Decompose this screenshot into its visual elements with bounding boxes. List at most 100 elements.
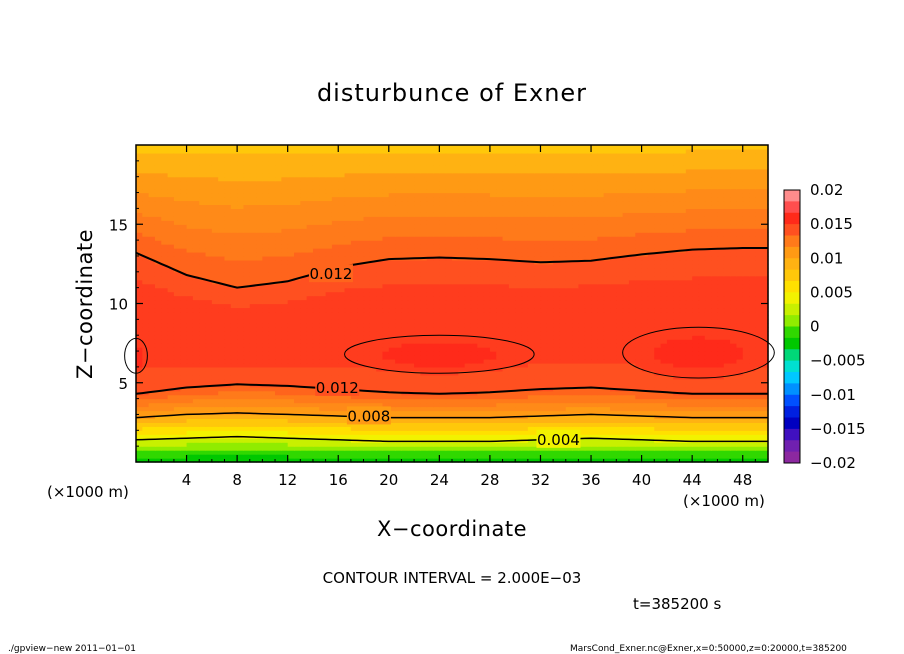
field-cell bbox=[344, 323, 352, 328]
field-cell bbox=[338, 450, 346, 455]
field-cell bbox=[218, 406, 226, 412]
field-cell bbox=[591, 275, 598, 281]
field-cell bbox=[192, 426, 200, 431]
field-cell bbox=[470, 450, 478, 455]
field-cell bbox=[294, 458, 301, 463]
field-cell bbox=[704, 458, 712, 463]
field-cell bbox=[540, 450, 548, 455]
field-cell bbox=[350, 339, 358, 344]
field-cell bbox=[224, 267, 232, 273]
field-cell bbox=[692, 331, 700, 336]
field-cell bbox=[679, 426, 687, 431]
field-cell bbox=[325, 347, 333, 352]
field-cell bbox=[616, 347, 624, 352]
field-cell bbox=[508, 271, 516, 277]
field-cell bbox=[654, 347, 662, 352]
field-cell bbox=[730, 422, 737, 427]
field-cell bbox=[578, 378, 586, 384]
field-cell bbox=[230, 347, 238, 352]
field-cell bbox=[704, 366, 712, 372]
field-cell bbox=[458, 303, 466, 309]
field-cell bbox=[717, 335, 725, 340]
field-cell bbox=[205, 355, 213, 360]
field-cell bbox=[508, 315, 516, 320]
field-cell bbox=[704, 362, 712, 368]
field-cell bbox=[628, 458, 636, 463]
field-cell bbox=[616, 331, 624, 336]
field-cell bbox=[666, 382, 674, 388]
field-cell bbox=[325, 430, 333, 435]
field-cell bbox=[237, 287, 245, 293]
field-cell bbox=[192, 402, 200, 408]
field-cell bbox=[635, 386, 643, 392]
field-cell bbox=[685, 343, 693, 348]
field-cell bbox=[243, 366, 251, 372]
field-cell bbox=[704, 414, 712, 420]
field-cell bbox=[578, 319, 586, 324]
field-cell bbox=[730, 315, 737, 320]
field-cell bbox=[312, 398, 320, 404]
field-cell bbox=[565, 319, 573, 324]
field-cell bbox=[761, 402, 769, 408]
field-cell bbox=[249, 378, 257, 384]
field-cell bbox=[401, 426, 409, 431]
field-cell bbox=[641, 402, 649, 408]
field-cell bbox=[660, 279, 668, 285]
field-cell bbox=[338, 343, 346, 348]
field-cell bbox=[180, 347, 188, 352]
field-cell bbox=[666, 271, 674, 277]
field-cell bbox=[414, 450, 421, 455]
field-cell bbox=[755, 442, 763, 447]
field-cell bbox=[610, 327, 617, 332]
field-cell bbox=[622, 406, 630, 412]
field-cell bbox=[673, 398, 681, 404]
field-cell bbox=[331, 402, 339, 408]
field-cell bbox=[426, 291, 434, 297]
field-cell bbox=[666, 374, 674, 380]
field-cell bbox=[161, 458, 169, 463]
field-cell bbox=[136, 406, 143, 412]
field-cell bbox=[464, 343, 472, 348]
field-cell bbox=[647, 406, 655, 412]
field-cell bbox=[414, 358, 421, 364]
field-cell bbox=[717, 355, 725, 360]
field-cell bbox=[167, 263, 175, 269]
field-cell bbox=[736, 311, 744, 316]
field-cell bbox=[673, 295, 681, 301]
chart-title: disturbunce of Exner bbox=[317, 79, 587, 107]
field-cell bbox=[742, 291, 750, 297]
field-cell bbox=[439, 446, 447, 451]
field-cell bbox=[502, 267, 510, 273]
field-cell bbox=[761, 287, 769, 293]
field-cell bbox=[470, 311, 478, 316]
field-cell bbox=[597, 442, 605, 447]
field-cell bbox=[414, 327, 421, 332]
field-cell bbox=[192, 335, 200, 340]
field-cell bbox=[553, 394, 561, 400]
field-cell bbox=[559, 406, 567, 412]
field-cell bbox=[616, 355, 624, 360]
field-cell bbox=[401, 295, 409, 301]
field-cell bbox=[357, 386, 365, 392]
field-cell bbox=[464, 458, 472, 463]
field-cell bbox=[268, 390, 276, 396]
field-cell bbox=[338, 295, 346, 301]
field-cell bbox=[502, 327, 510, 332]
field-cell bbox=[136, 319, 143, 324]
field-cell bbox=[142, 410, 150, 416]
field-cell bbox=[249, 279, 257, 285]
field-cell bbox=[136, 263, 143, 269]
field-cell bbox=[742, 311, 750, 316]
field-cell bbox=[262, 418, 270, 423]
field-cell bbox=[167, 362, 175, 368]
field-cell bbox=[414, 394, 421, 400]
field-cell bbox=[306, 434, 314, 439]
field-cell bbox=[445, 430, 453, 435]
field-cell bbox=[148, 394, 156, 400]
field-cell bbox=[736, 347, 744, 352]
field-cell bbox=[711, 386, 719, 392]
field-cell bbox=[287, 295, 295, 301]
field-cell bbox=[496, 422, 504, 427]
field-cell bbox=[508, 343, 516, 348]
field-cell bbox=[761, 374, 769, 380]
